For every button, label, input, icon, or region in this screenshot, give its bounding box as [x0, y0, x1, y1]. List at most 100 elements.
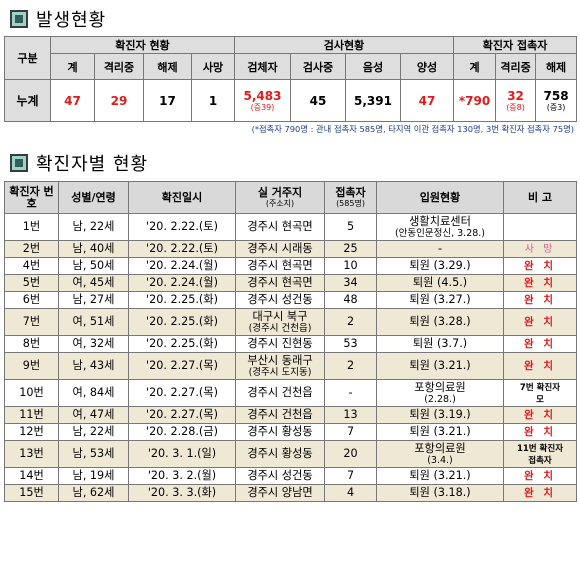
remark: 완 치 [524, 277, 556, 289]
stat-deaths: 1 [191, 79, 235, 122]
header-address-label: 실 거주지 [257, 186, 303, 199]
hospital-status: 퇴원 (3.29.) [409, 259, 471, 272]
address: 경주시 현곡면 [247, 259, 313, 272]
contact-count: 2 [346, 315, 355, 328]
address: 경주시 진현동 [247, 337, 313, 350]
contact-count: 2 [346, 359, 355, 372]
cell-hospital: 퇴원 (3.21.) [376, 467, 504, 485]
cell-hospital: 퇴원 (3.29.) [376, 257, 504, 275]
confirm-date: '20. 2.25.(화) [146, 293, 218, 306]
header-date: 확진일시 [128, 181, 236, 214]
cell-case-no: 8번 [4, 335, 59, 353]
table-row: 8번 여, 32세 '20. 2.25.(화) 경주시 진현동 53 퇴원 (3.7.) 완… [4, 335, 577, 353]
case-no: 12번 [19, 425, 44, 438]
address: 경주시 황성동 [247, 425, 313, 438]
remark: 완 치 [524, 426, 556, 438]
cell-case-no: 12번 [4, 423, 59, 441]
table-row: 12번 남, 22세 '20. 2.28.(금) 경주시 황성동 7 퇴원 (3.21.)… [4, 423, 577, 441]
address: 경주시 현곡면 [247, 220, 313, 233]
case-no: 7번 [22, 315, 41, 328]
case-no: 14번 [19, 469, 44, 482]
gender-age: 남, 22세 [72, 220, 115, 233]
address-registered: (경주시 건천읍) [248, 322, 312, 334]
case-no: 8번 [22, 337, 41, 350]
confirm-date: '20. 2.27.(목) [146, 359, 218, 372]
table-row: 11번 여, 47세 '20. 2.27.(목) 경주시 건천읍 13 퇴원 (3.19.… [4, 406, 577, 424]
cell-date: '20. 2.25.(화) [128, 291, 236, 309]
gender-age: 여, 32세 [72, 337, 115, 350]
cell-gender-age: 남, 19세 [58, 467, 129, 485]
cell-date: '20. 2.22.(토) [128, 213, 236, 241]
stat-contact-released-value: 758 [543, 89, 569, 103]
gender-age: 남, 22세 [72, 425, 115, 438]
confirm-date: '20. 3. 2.(월) [147, 469, 217, 482]
cell-remarks [503, 213, 577, 241]
stat-specimens-value: 5,483 [243, 89, 282, 103]
address: 경주시 성건동 [247, 293, 313, 306]
confirm-date: '20. 2.22.(토) [146, 242, 218, 255]
hospital-detail: (안동인문정신, 3.28.) [394, 227, 486, 239]
confirm-date: '20. 2.27.(목) [146, 408, 218, 421]
cell-contacts: 53 [324, 335, 377, 353]
cell-address: 경주시 현곡면 [235, 274, 325, 292]
case-no: 9번 [22, 359, 41, 372]
hospital-status: 퇴원 (3.21.) [409, 469, 471, 482]
hospital-status: 퇴원 (3.21.) [409, 359, 471, 372]
group-header-tests: 검사현황 [233, 36, 455, 54]
table-row: 2번 남, 40세 '20. 2.22.(토) 경주시 시래동 25 - 사 망 [4, 240, 577, 258]
square-bullet-icon [10, 154, 28, 172]
header-address: 실 거주지 (주소지) [235, 181, 325, 214]
contact-count: 10 [343, 259, 358, 272]
address-registered: (경주시 도지동) [248, 366, 312, 378]
sub-header: 음성 [345, 53, 401, 80]
stat-testing: 45 [290, 79, 346, 122]
cell-case-no: 4번 [4, 257, 59, 275]
hospital-detail: (3.4.) [427, 454, 453, 466]
contact-count: 7 [346, 469, 355, 482]
gender-age: 남, 43세 [72, 359, 115, 372]
cell-remarks: 완 치 [503, 335, 577, 353]
address: 대구시 북구 [252, 309, 308, 323]
stat-negative: 5,391 [345, 79, 401, 122]
cell-remarks: 11번 확진자 접촉자 [503, 440, 577, 468]
header-contacts-sub: (585명) [336, 199, 365, 208]
address: 경주시 건천읍 [247, 408, 313, 421]
cell-remarks: 사 망 [503, 240, 577, 258]
remark: 11번 확진자 [516, 444, 564, 454]
cell-remarks: 완 치 [503, 308, 577, 336]
stat-positive: 47 [399, 79, 455, 122]
cell-hospital: 퇴원 (3.7.) [376, 335, 504, 353]
remark: 완 치 [524, 294, 556, 306]
cell-contacts: 48 [324, 291, 377, 309]
cell-address: 경주시 건천읍 [235, 406, 325, 424]
sub-header: 격리중 [94, 53, 144, 80]
cell-gender-age: 남, 50세 [58, 257, 129, 275]
case-no: 1번 [22, 220, 41, 233]
sub-header: 사망 [191, 53, 235, 80]
hospital-status: 퇴원 (4.5.) [412, 276, 468, 289]
table-row: 1번 남, 22세 '20. 2.22.(토) 경주시 현곡면 5 생활치료센터 (안동인문… [4, 213, 577, 241]
remark: 완 치 [524, 360, 556, 372]
hospital-status: 포항의료원 [414, 441, 466, 455]
sub-header: 격리중 [495, 53, 537, 80]
cell-hospital: 퇴원 (4.5.) [376, 274, 504, 292]
cell-remarks: 완 치 [503, 423, 577, 441]
group-header-confirmed: 확진자 현황 [50, 36, 235, 54]
stat-total: 47 [50, 79, 95, 122]
cell-hospital: 퇴원 (3.28.) [376, 308, 504, 336]
stat-contact-total: *790 [453, 79, 497, 122]
case-no: 11번 [19, 408, 44, 421]
hospital-status: 퇴원 (3.27.) [409, 293, 471, 306]
cell-address: 경주시 성건동 [235, 291, 325, 309]
hospital-status: 포항의료원 [414, 380, 466, 394]
stat-contact-released: 758 (증3) [535, 79, 578, 122]
cell-hospital: 포항의료원 (3.4.) [376, 440, 504, 468]
row-label-cumulative: 누계 [4, 79, 51, 122]
cell-date: '20. 3. 1.(일) [128, 440, 236, 468]
cell-contacts: 7 [324, 423, 377, 441]
cell-contacts: 2 [324, 308, 377, 336]
header-hospital: 입원현황 [376, 181, 504, 214]
cell-contacts: 4 [324, 484, 377, 502]
address: 경주시 양남면 [247, 486, 313, 499]
case-no: 6번 [22, 293, 41, 306]
